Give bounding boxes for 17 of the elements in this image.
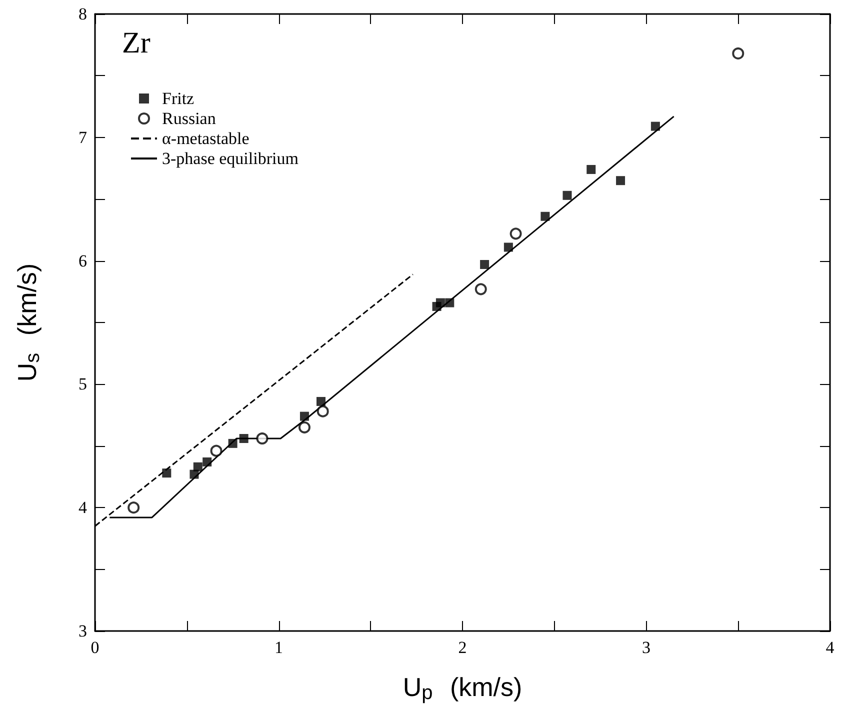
legend-label: 3-phase equilibrium xyxy=(162,149,298,168)
y-tick-label: 7 xyxy=(78,128,88,147)
y-tick-label: 8 xyxy=(78,4,87,24)
legend-label: Fritz xyxy=(162,89,195,108)
x-tick-label: 1 xyxy=(274,638,283,657)
y-axis-title: Us (km/s) xyxy=(12,263,44,382)
y-tick-label: 3 xyxy=(78,622,87,640)
legend-label: Russian xyxy=(162,109,216,128)
y-tick-label: 5 xyxy=(78,374,87,394)
x-tick-label: 3 xyxy=(642,638,650,657)
y-tick-label: 4 xyxy=(78,498,88,518)
x-tick-label: 4 xyxy=(826,638,835,657)
x-tick-label: 2 xyxy=(458,638,467,657)
annotation: Zr xyxy=(122,26,150,60)
x-tick-label: 0 xyxy=(90,638,100,657)
legend-label: α-metastable xyxy=(162,129,250,148)
y-tick-label: 6 xyxy=(78,251,87,270)
